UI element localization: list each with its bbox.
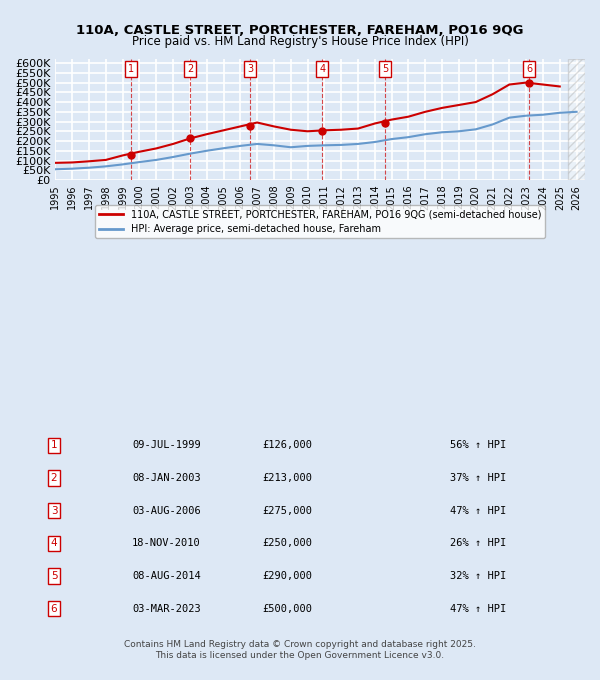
Text: 3: 3 bbox=[50, 506, 58, 515]
Text: 08-AUG-2014: 08-AUG-2014 bbox=[132, 571, 201, 581]
Text: 47% ↑ HPI: 47% ↑ HPI bbox=[450, 604, 506, 613]
Text: £250,000: £250,000 bbox=[262, 539, 312, 548]
Text: 4: 4 bbox=[319, 64, 325, 74]
Text: 56% ↑ HPI: 56% ↑ HPI bbox=[450, 441, 506, 450]
Text: 32% ↑ HPI: 32% ↑ HPI bbox=[450, 571, 506, 581]
Text: 03-MAR-2023: 03-MAR-2023 bbox=[132, 604, 201, 613]
Text: 2: 2 bbox=[50, 473, 58, 483]
Text: 4: 4 bbox=[50, 539, 58, 548]
Text: Contains HM Land Registry data © Crown copyright and database right 2025.
This d: Contains HM Land Registry data © Crown c… bbox=[124, 640, 476, 660]
Text: £500,000: £500,000 bbox=[262, 604, 312, 613]
Text: £126,000: £126,000 bbox=[262, 441, 312, 450]
Text: 6: 6 bbox=[526, 64, 532, 74]
Text: 1: 1 bbox=[50, 441, 58, 450]
Text: 26% ↑ HPI: 26% ↑ HPI bbox=[450, 539, 506, 548]
Text: 18-NOV-2010: 18-NOV-2010 bbox=[132, 539, 201, 548]
Text: 09-JUL-1999: 09-JUL-1999 bbox=[132, 441, 201, 450]
Text: 08-JAN-2003: 08-JAN-2003 bbox=[132, 473, 201, 483]
Text: 6: 6 bbox=[50, 604, 58, 613]
Text: 1: 1 bbox=[128, 64, 134, 74]
Text: 2: 2 bbox=[187, 64, 193, 74]
Text: £275,000: £275,000 bbox=[262, 506, 312, 515]
Text: £213,000: £213,000 bbox=[262, 473, 312, 483]
Text: 5: 5 bbox=[50, 571, 58, 581]
Text: 47% ↑ HPI: 47% ↑ HPI bbox=[450, 506, 506, 515]
Text: 37% ↑ HPI: 37% ↑ HPI bbox=[450, 473, 506, 483]
Text: 03-AUG-2006: 03-AUG-2006 bbox=[132, 506, 201, 515]
Text: Price paid vs. HM Land Registry's House Price Index (HPI): Price paid vs. HM Land Registry's House … bbox=[131, 35, 469, 48]
Bar bbox=[568, 59, 585, 180]
Text: £290,000: £290,000 bbox=[262, 571, 312, 581]
Legend: 110A, CASTLE STREET, PORTCHESTER, FAREHAM, PO16 9QG (semi-detached house), HPI: : 110A, CASTLE STREET, PORTCHESTER, FAREHA… bbox=[95, 205, 545, 238]
Text: 5: 5 bbox=[382, 64, 388, 74]
Text: 110A, CASTLE STREET, PORTCHESTER, FAREHAM, PO16 9QG: 110A, CASTLE STREET, PORTCHESTER, FAREHA… bbox=[76, 24, 524, 37]
Text: 3: 3 bbox=[247, 64, 253, 74]
